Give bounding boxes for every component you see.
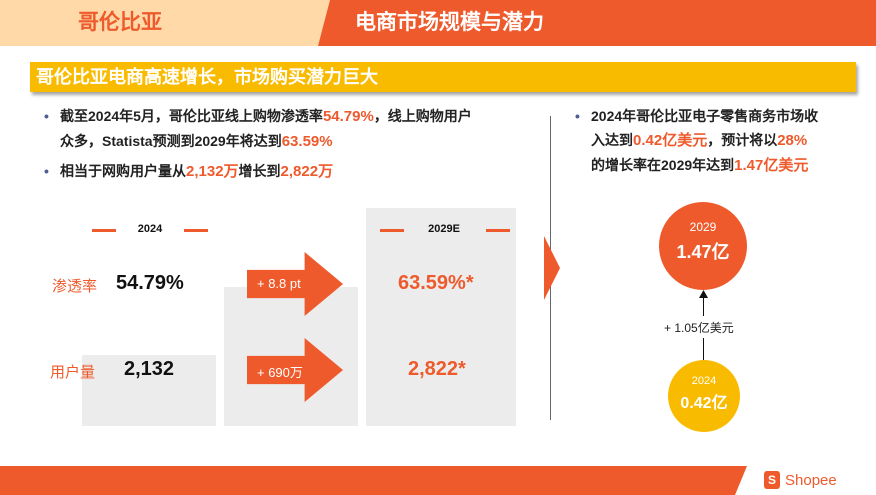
users-delta-text: + 690万 bbox=[257, 365, 303, 380]
footer-bar bbox=[0, 466, 876, 495]
year-dash-right bbox=[184, 229, 208, 232]
header-right-bg bbox=[318, 0, 876, 46]
bullet-market: • 2024年哥伦比亚电子零售商务市场收 入达到0.42亿美元，预计将以28% … bbox=[575, 104, 851, 178]
market-2024-value: 0.42亿 bbox=[680, 395, 728, 412]
bullet-text: 的增长率在2029年达到 bbox=[591, 157, 735, 173]
headline-text: 哥伦比亚电商高速增长，市场购买潜力巨大 bbox=[36, 67, 378, 87]
highlight-users-2024: 2,132万 bbox=[186, 163, 239, 180]
highlight-penetration-2024: 54.79% bbox=[322, 108, 374, 125]
penetration-delta-text: + 8.8 pt bbox=[257, 276, 301, 291]
bullet-dot-icon: • bbox=[575, 108, 580, 124]
users-2024-value: 2,132 bbox=[124, 358, 175, 380]
users-2029-value: 2,822* bbox=[408, 358, 466, 380]
bullet-dot-icon: • bbox=[44, 163, 49, 179]
highlight-market-2029: 1.47亿美元 bbox=[734, 157, 809, 174]
market-2024-year: 2024 bbox=[691, 375, 717, 387]
market-2029-year: 2029 bbox=[689, 220, 717, 234]
row-label-users: 用户量 bbox=[50, 364, 96, 381]
section-arrow-icon bbox=[544, 236, 560, 300]
year-dash-left bbox=[92, 229, 116, 232]
year-2029-label: 2029E bbox=[428, 223, 460, 235]
growth-arrow-line bbox=[703, 296, 704, 316]
bullet-text: 增长到 bbox=[238, 163, 281, 179]
box-2029 bbox=[366, 208, 516, 426]
growth-arrow-up-icon bbox=[699, 290, 708, 298]
highlight-penetration-2029: 63.59% bbox=[281, 133, 333, 150]
growth-line-lower bbox=[703, 338, 704, 360]
bullet-text: 截至2024年5月，哥伦比亚线上购物渗透率 bbox=[60, 108, 323, 124]
shopee-bag-icon: S bbox=[764, 471, 780, 489]
bullet-text: ，线上购物用户 bbox=[373, 108, 472, 124]
box-2024 bbox=[82, 355, 216, 426]
bullet-dot-icon: • bbox=[44, 108, 49, 124]
bullet-text: 2024年哥伦比亚电子零售商务市场收 bbox=[591, 108, 819, 124]
headline-banner bbox=[30, 62, 856, 92]
footer-logo-area bbox=[735, 466, 876, 495]
penetration-2029-value: 63.59%* bbox=[398, 272, 474, 294]
highlight-users-2029: 2,822万 bbox=[280, 163, 334, 180]
header-left-bg bbox=[0, 0, 330, 46]
header-country-title: 哥伦比亚 bbox=[78, 11, 162, 34]
row-label-penetration: 渗透率 bbox=[52, 278, 98, 295]
highlight-growth-rate: 28% bbox=[777, 132, 808, 149]
bullet-text: 众多，Statista预测到2029年将达到 bbox=[60, 133, 282, 149]
bullet-users: • 相当于网购用户量从2,132万增长到2,822万 bbox=[44, 159, 530, 184]
market-2029-value: 1.47亿 bbox=[676, 242, 730, 262]
highlight-market-2024: 0.42亿美元 bbox=[633, 132, 708, 149]
market-2024-circle: 2024 0.42亿 bbox=[668, 360, 740, 432]
penetration-2024-value: 54.79% bbox=[116, 272, 184, 294]
header-section-title: 电商市场规模与潜力 bbox=[355, 11, 544, 34]
shopee-logo-text: Shopee bbox=[785, 472, 837, 489]
growth-label: + 1.05亿美元 bbox=[664, 321, 734, 335]
year-dash-left bbox=[380, 229, 404, 232]
bullet-penetration: • 截至2024年5月，哥伦比亚线上购物渗透率54.79%，线上购物用户 众多，… bbox=[44, 104, 530, 154]
bullet-text: 相当于网购用户量从 bbox=[60, 163, 186, 179]
bullet-text: 入达到 bbox=[591, 132, 633, 148]
bullet-text: ，预计将以 bbox=[707, 132, 778, 148]
year-2024-label: 2024 bbox=[137, 223, 163, 235]
year-dash-right bbox=[486, 229, 510, 232]
market-2029-circle: 2029 1.47亿 bbox=[659, 202, 747, 290]
